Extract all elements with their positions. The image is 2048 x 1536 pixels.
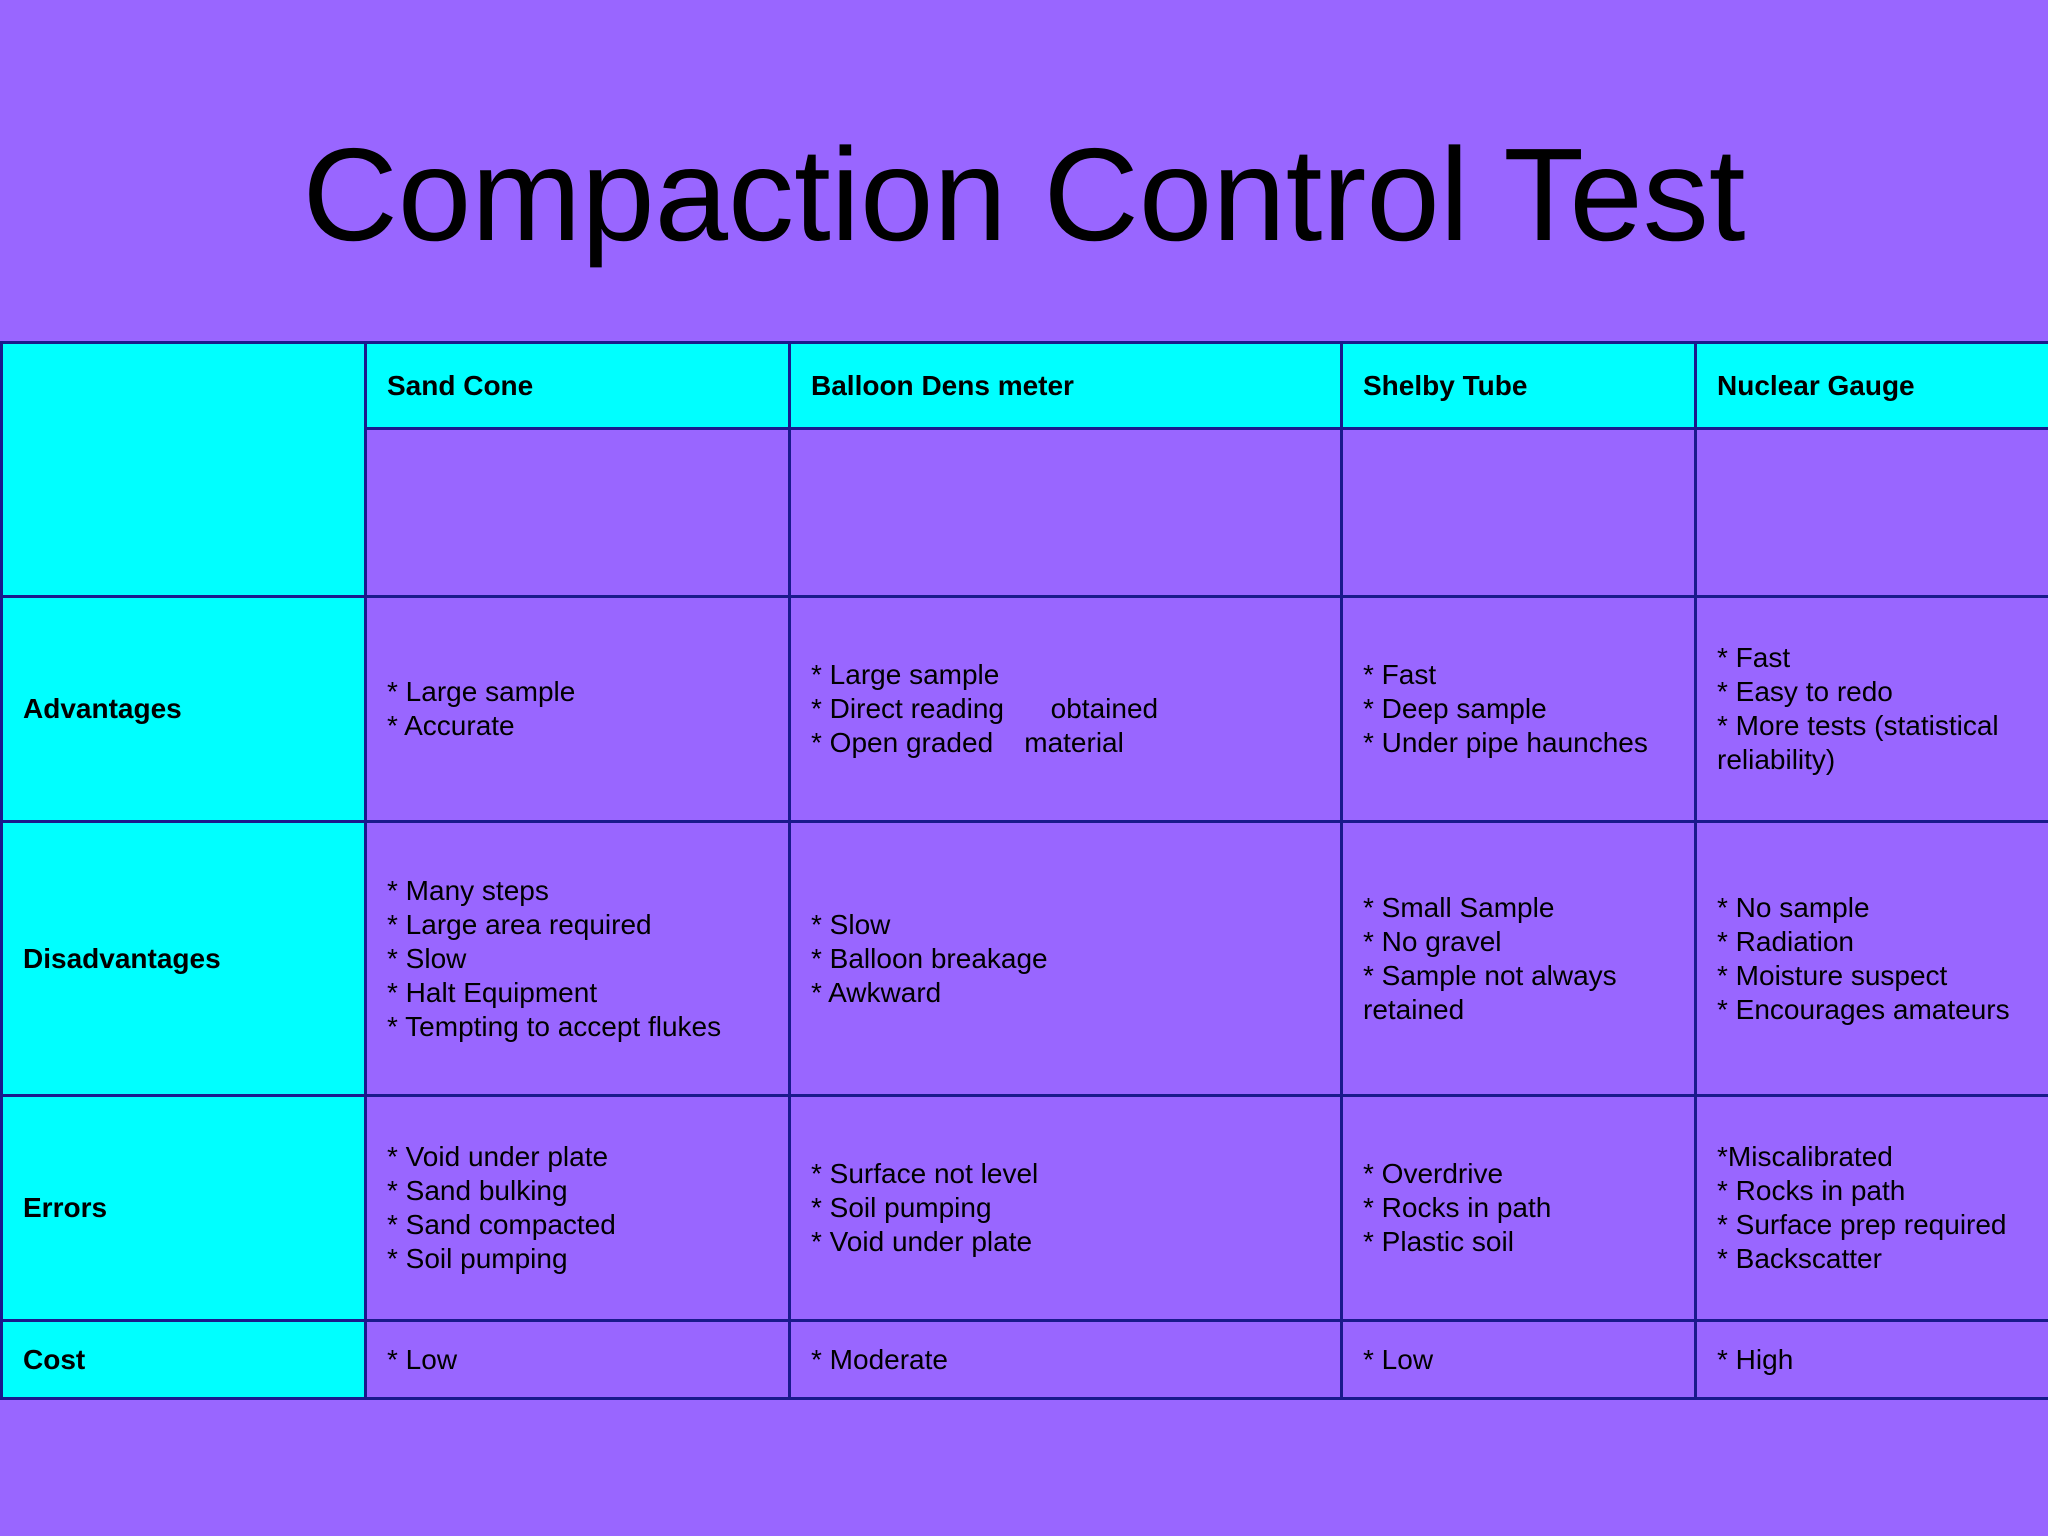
cell-line: * No gravel [1363,925,1502,957]
table-cell: * No sample * Radiation * Moisture suspe… [1694,820,2048,1097]
cell-line: * Backscatter [1717,1243,1882,1274]
cell-line: * Moderate [811,1343,948,1375]
cell-line: * Tempting to accept flukes [387,1010,722,1042]
corner-cell [0,341,367,598]
table-cell: * Low [1340,1319,1697,1400]
cell-line: * Slow [811,908,891,940]
cell-line: * Surface prep required [1717,1209,2007,1240]
blank-cell [1694,427,2048,598]
cell-line: * Radiation [1717,925,1854,957]
cell-line: * Large sample [387,676,576,707]
cell-line: * Rocks in path [1717,1175,1906,1206]
table-cell: * Void under plate * Sand bulking * Sand… [364,1094,791,1322]
cell-line: * Accurate [387,710,515,741]
table-cell: * Slow * Balloon breakage * Awkward [788,820,1343,1097]
cell-line: * Sand bulking [387,1175,568,1206]
column-header-nuclear-gauge: Nuclear Gauge [1694,341,2048,430]
cell-line: * Low [1363,1343,1434,1375]
cell-line: * Rocks in path [1363,1192,1552,1223]
cell-line: * Deep sample [1363,693,1547,724]
table-cell: * High [1694,1319,2048,1400]
cell-line: * No sample [1717,891,1870,923]
row-header-advantages: Advantages [0,595,367,823]
cell-line: * Sand compacted [387,1209,616,1240]
cell-line: * More tests (statistical reliability) [1717,710,2007,775]
table-cell: * Many steps * Large area required * Slo… [364,820,791,1097]
cell-line: * Direct reading obtained [811,693,1159,724]
table-cell: * Surface not level * Soil pumping * Voi… [788,1094,1343,1322]
cell-line: * Sample not always retained [1363,959,1625,1025]
column-header-shelby-tube: Shelby Tube [1340,341,1697,430]
table-cell: * Fast * Deep sample * Under pipe haunch… [1340,595,1697,823]
cell-line: * Halt Equipment [387,976,598,1008]
blank-cell [788,427,1343,598]
column-header-sand-cone: Sand Cone [364,341,791,430]
cell-line: * Large sample [811,659,1000,690]
table-row-cost: Cost * Low * Moderate * Low * High [0,1319,2048,1400]
cell-line: * High [1717,1343,1794,1375]
cell-line: * Open graded material [811,727,1124,758]
column-header-balloon-dens-meter: Balloon Dens meter [788,341,1343,430]
cell-line: * Large area required [387,908,652,940]
cell-line: * Low [387,1343,458,1375]
cell-line: * Void under plate [811,1226,1033,1257]
blank-cell [1340,427,1697,598]
cell-line: * Easy to redo [1717,676,1893,707]
table-row-advantages: Advantages * Large sample * Accurate * L… [0,595,2048,823]
table-cell: * Low [364,1319,791,1400]
cell-line: * Under pipe haunches [1363,727,1648,758]
cell-line: * Awkward [811,976,942,1008]
cell-line: * Fast [1363,659,1437,690]
cell-line: * Balloon breakage [811,942,1048,974]
cell-line: * Moisture suspect [1717,959,1948,991]
cell-line: * Void under plate [387,1141,609,1172]
table-cell: * Large sample * Direct reading obtained… [788,595,1343,823]
blank-cell [364,427,791,598]
table-row-disadvantages: Disadvantages * Many steps * Large area … [0,820,2048,1097]
table-cell: * Overdrive * Rocks in path * Plastic so… [1340,1094,1697,1322]
table-cell: * Small Sample * No gravel * Sample not … [1340,820,1697,1097]
cell-line: * Many steps [387,874,549,906]
comparison-table: Sand Cone Balloon Dens meter Shelby Tube… [0,341,2048,1400]
cell-line: * Encourages amateurs [1717,993,2010,1025]
table-cell: * Moderate [788,1319,1343,1400]
cell-line: *Miscalibrated [1717,1141,1893,1172]
cell-line: * Plastic soil [1363,1226,1514,1257]
cell-line: * Soil pumping [811,1192,992,1223]
cell-line: * Slow [387,942,467,974]
table-cell: * Large sample * Accurate [364,595,791,823]
table-cell: *Miscalibrated * Rocks in path * Surface… [1694,1094,2048,1322]
table-row-errors: Errors * Void under plate * Sand bulking… [0,1094,2048,1322]
table-cell: * Fast * Easy to redo * More tests (stat… [1694,595,2048,823]
slide-title: Compaction Control Test [302,121,1746,268]
cell-line: * Fast [1717,642,1791,673]
row-header-cost: Cost [0,1319,367,1400]
cell-line: * Overdrive [1363,1158,1504,1189]
row-header-errors: Errors [0,1094,367,1322]
row-header-disadvantages: Disadvantages [0,820,367,1097]
cell-line: * Soil pumping [387,1243,568,1274]
cell-line: * Small Sample [1363,891,1555,923]
cell-line: * Surface not level [811,1158,1039,1189]
